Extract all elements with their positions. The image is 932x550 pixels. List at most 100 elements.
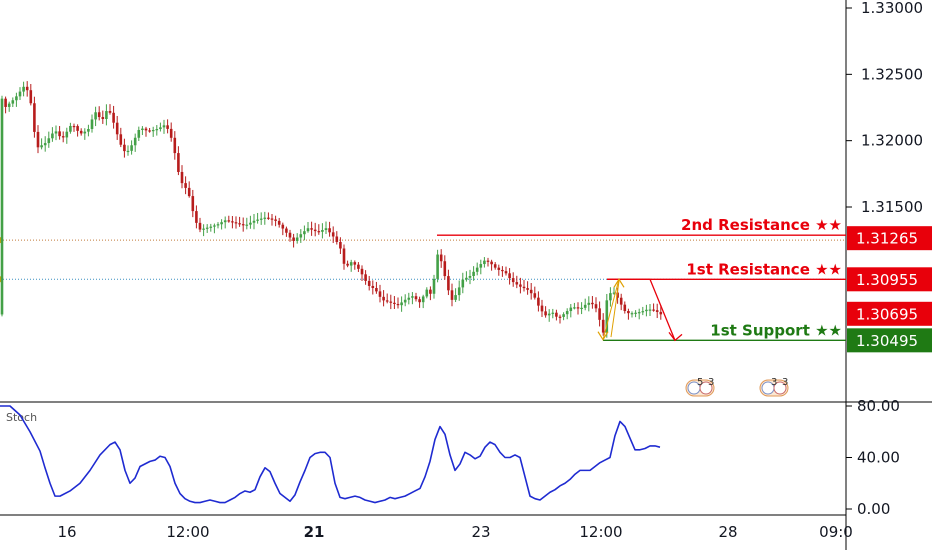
candle-body [97,112,101,118]
candle-body [0,98,4,315]
candle-body [299,234,303,238]
candle-body [432,278,436,294]
candle-body [583,304,587,308]
candle-body [191,196,195,212]
candle-body [576,307,580,309]
candle-body [83,131,87,134]
time-tick-label: 28 [718,523,737,541]
candle-body [447,276,450,291]
candle-body [364,274,367,281]
candle-body [76,126,79,131]
candle-body [353,262,357,265]
candle-body [249,222,252,225]
candle-body [573,307,576,309]
candle-body [389,301,393,303]
candle-body [411,296,414,298]
candle-body [472,271,475,276]
candle-body [216,224,220,226]
candle-body [144,128,148,131]
candle-body [465,277,468,280]
level-lines: 2nd Resistance ★★1st Resistance ★★1st Su… [437,216,846,341]
candle-body [169,128,173,138]
price-tick-label: 1.32000 [861,132,923,150]
candle-body [454,295,457,300]
candle-body [393,302,396,304]
candle-body [317,231,321,233]
candle-body [630,313,634,315]
swing-arrowhead [613,278,625,288]
candle-body [443,261,447,277]
price-tag-label: 1.31265 [856,230,918,248]
candle-body [295,237,299,241]
candle-body [25,86,29,91]
candle-body [594,304,598,309]
candle-body [231,221,234,223]
time-tick-label: 12:00 [166,523,209,541]
candle-body [457,287,461,296]
candle-body [119,134,123,145]
candle-body [526,288,529,290]
candle-body [439,254,443,262]
candle-body [33,103,36,132]
candle-body [94,112,97,120]
candle-body [659,311,663,315]
candle-body [18,91,22,97]
candle-body [162,125,166,128]
level-label: 1st Resistance ★★ [686,260,842,278]
candle-body [65,131,69,138]
candle-body [407,297,411,300]
candle-body [609,293,612,301]
candle-body [382,296,385,301]
price-tag [847,301,932,326]
candle-body [331,232,335,237]
price-tick-label: 1.33000 [861,0,923,17]
candle-body [259,218,263,220]
swing-arrow [602,279,620,340]
level-name: 2nd Resistance [681,216,810,234]
time-axis: 16 12:00 21 23 12:00 28 09:0 [57,523,852,541]
level-stars: ★★ [810,260,842,278]
candle-body [234,222,238,224]
candle-body [501,269,504,272]
candle-body [346,263,349,266]
candle-body [339,241,342,249]
candle-body [61,136,65,138]
candle-body [58,131,61,137]
candle-body [263,217,267,219]
candle-body [645,309,648,312]
candle-body [159,127,162,130]
candle-body [313,229,317,232]
candle-body [205,227,209,229]
price-tick-label: 1.31500 [861,198,923,216]
candle-body [69,125,72,132]
candle-body [115,122,119,135]
candle-body [493,264,497,268]
price-tag-label: 1.30955 [856,271,918,289]
candle-body [303,231,306,235]
candle-body [591,302,594,305]
candle-body [277,220,281,225]
price-axis: 1.33000 1.32500 1.32000 1.31500 [846,0,923,216]
candle-body [321,230,324,232]
osc-tick-label: 40.00 [857,449,900,467]
candle-body [637,312,641,314]
candle-body [634,312,637,314]
candle-body [292,237,295,241]
candle-body [479,264,483,268]
event-count: 3 [708,377,714,388]
candle-body [400,302,403,306]
candle-body [324,228,328,231]
candle-body [450,290,454,300]
candle-body [213,225,216,227]
candle-body [209,226,213,228]
candle-body [90,119,94,129]
osc-tick-label: 0.00 [857,500,890,518]
candle-body [565,311,569,315]
candle-body [29,90,33,104]
candle-body [245,224,249,226]
